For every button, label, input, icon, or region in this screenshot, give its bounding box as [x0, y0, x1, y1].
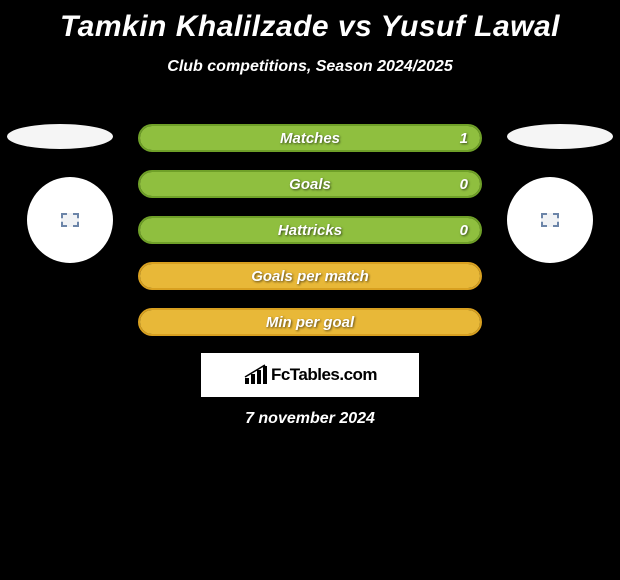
stat-bar-row: Min per goal — [138, 308, 482, 336]
stat-bar-value: 0 — [460, 172, 468, 196]
player-right-avatar — [507, 177, 593, 263]
site-logo[interactable]: FcTables.com — [201, 353, 419, 397]
stat-bar-label: Goals per match — [140, 264, 480, 288]
stat-bar-value: 0 — [460, 218, 468, 242]
comparison-title: Tamkin Khalilzade vs Yusuf Lawal — [0, 0, 620, 44]
snapshot-date: 7 november 2024 — [0, 410, 620, 428]
placeholder-icon — [61, 213, 79, 227]
player-left-ellipse — [7, 124, 113, 149]
stat-bar-row: Goals per match — [138, 262, 482, 290]
stat-bar-label: Min per goal — [140, 310, 480, 334]
stat-bars: Matches1Goals0Hattricks0Goals per matchM… — [138, 124, 482, 354]
stat-bar-row: Matches1 — [138, 124, 482, 152]
chart-icon — [243, 364, 269, 386]
placeholder-icon — [541, 213, 559, 227]
stat-bar-label: Hattricks — [140, 218, 480, 242]
player-right-ellipse — [507, 124, 613, 149]
stat-bar-label: Matches — [140, 126, 480, 150]
stat-bar-label: Goals — [140, 172, 480, 196]
comparison-subtitle: Club competitions, Season 2024/2025 — [0, 58, 620, 76]
logo-text: FcTables.com — [271, 365, 377, 385]
player-left-avatar — [27, 177, 113, 263]
stat-bar-row: Hattricks0 — [138, 216, 482, 244]
stat-bar-row: Goals0 — [138, 170, 482, 198]
stat-bar-value: 1 — [460, 126, 468, 150]
